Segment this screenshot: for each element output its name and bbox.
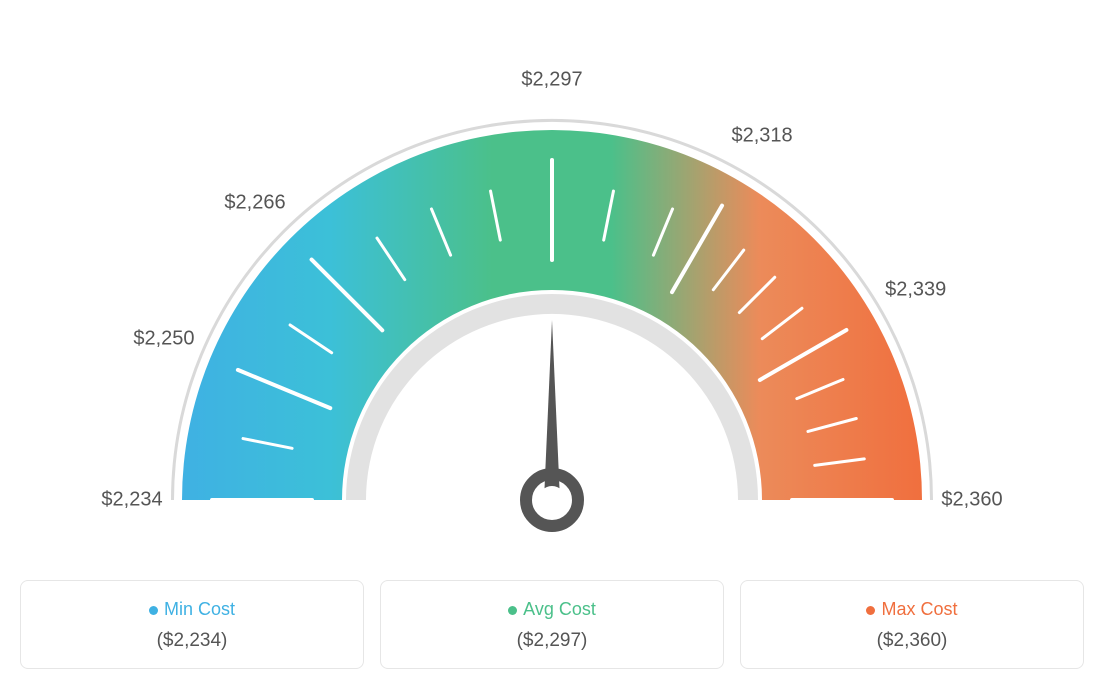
legend-card-min: Min Cost ($2,234)	[20, 580, 364, 669]
gauge-chart: $2,234 $2,250 $2,266 $2,297 $2,318 $2,339 $2,3…	[20, 20, 1084, 560]
gauge-tick-label: $2,234	[101, 489, 162, 512]
dot-icon	[866, 606, 875, 615]
legend-card-avg: Avg Cost ($2,297)	[380, 580, 724, 669]
dot-icon	[508, 606, 517, 615]
gauge-tick-label: $2,360	[941, 489, 1002, 512]
legend-value-min: ($2,234)	[33, 630, 351, 652]
gauge-tick-label: $2,250	[133, 328, 194, 351]
legend-value-avg: ($2,297)	[393, 630, 711, 652]
legend-title-max: Max Cost	[753, 599, 1071, 620]
legend-title-text: Min Cost	[164, 599, 235, 619]
legend-title-text: Avg Cost	[523, 599, 596, 619]
gauge-tick-label: $2,339	[885, 278, 946, 301]
gauge-tick-label: $2,297	[521, 69, 582, 92]
gauge-tick-label: $2,266	[224, 192, 285, 215]
legend-title-avg: Avg Cost	[393, 599, 711, 620]
legend-title-min: Min Cost	[33, 599, 351, 620]
dot-icon	[149, 606, 158, 615]
legend-title-text: Max Cost	[881, 599, 957, 619]
legend-card-max: Max Cost ($2,360)	[740, 580, 1084, 669]
gauge-tick-label: $2,318	[731, 125, 792, 148]
legend-row: Min Cost ($2,234) Avg Cost ($2,297) Max …	[20, 580, 1084, 669]
legend-value-max: ($2,360)	[753, 630, 1071, 652]
